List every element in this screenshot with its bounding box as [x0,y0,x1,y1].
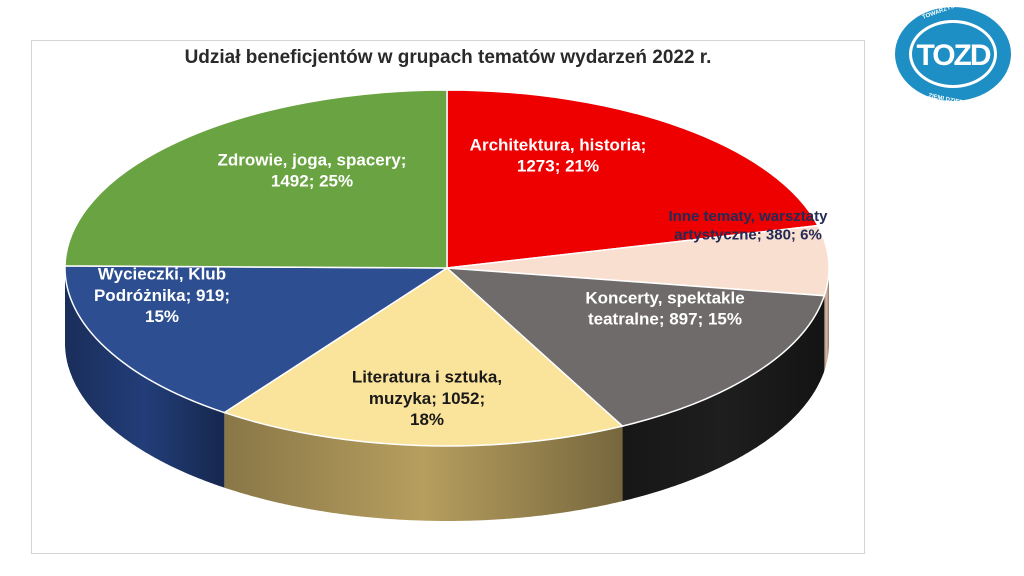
pie-side-shade-3 [224,412,623,521]
slice-label-line: Zdrowie, joga, spacery; [218,150,407,169]
pie-slice-3 [222,267,624,447]
pie-side-shade-2 [622,295,825,502]
slice-label-line: 15% [145,307,179,326]
tozd-logo: TOZD TOWARZYSTWO OŚWIATOWE ZIEMI DZIERŻO… [895,5,1011,103]
slice-label-line: Wycieczki, Klub [98,265,226,284]
slice-label-line: artystyczne; 380; 6% [674,227,822,244]
pie-side-shade-4 [65,268,225,488]
slice-label-0: Architektura, historia; 1273; 21% [470,135,647,175]
pie-labels: Architektura, historia; 1273; 21% Inne tem… [94,135,828,429]
pie-slice-4 [64,265,450,414]
slice-label-2: Koncerty, spektakle teatralne; 897; 15% [585,288,744,328]
slice-label-line: Literatura i sztuka, [352,368,502,387]
slice-label-5: Zdrowie, joga, spacery; 1492; 25% [218,150,407,190]
pie-slice-0 [446,89,820,269]
slice-label-3: Literatura i sztuka, muzyka; 1052; 18% [352,368,502,430]
slice-label-line: Inne tematy, warsztaty [669,208,829,225]
pie-tops [64,89,830,447]
slice-label-line: Podróżnika; 919; [94,286,230,305]
slice-label-line: teatralne; 897; 15% [588,310,742,329]
slice-label-line: 1273; 21% [517,157,599,176]
slice-label-line: Architektura, historia; [470,135,647,154]
pie-slice-5 [64,89,448,269]
pie-slice-2 [444,267,826,427]
pie-sides [65,268,829,521]
slice-label-4: Wycieczki, Klub Podróżnika; 919; 15% [94,265,230,327]
slice-label-line: 1492; 25% [271,172,353,191]
chart-title: Udział beneficjentów w grupach tematów w… [184,47,712,68]
slice-label-line: muzyka; 1052; [369,389,485,408]
slice-label-line: Koncerty, spektakle [585,288,744,307]
slice-label-1: Inne tematy, warsztaty artystyczne; 380; … [669,208,829,244]
slice-label-line: 18% [410,410,444,429]
pie-slice-1 [446,224,830,297]
svg-text:TOZD: TOZD [916,39,990,72]
